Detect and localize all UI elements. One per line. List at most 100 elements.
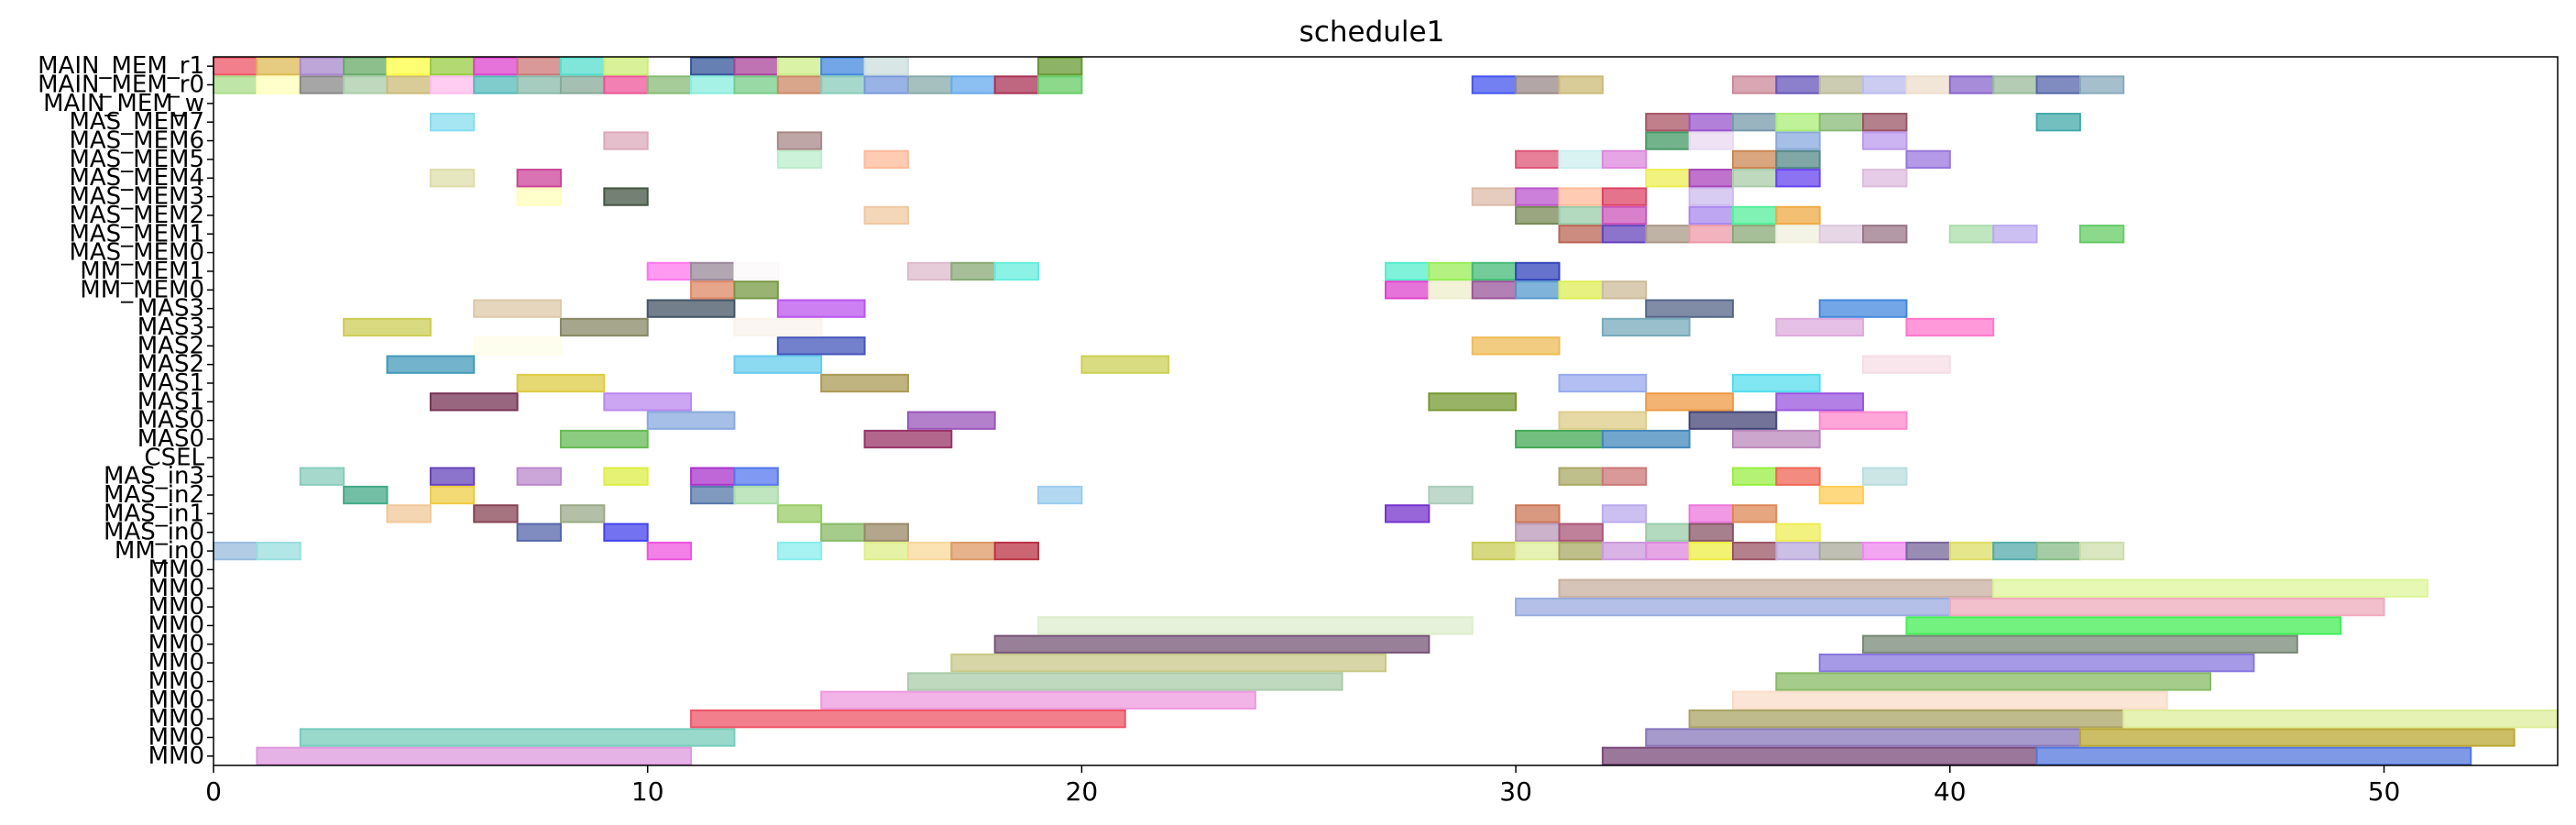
task-bar bbox=[1688, 709, 2125, 729]
task-bar bbox=[1601, 504, 1648, 523]
y-tick-label: MAS_in0 bbox=[104, 519, 204, 546]
task-bar bbox=[863, 57, 909, 76]
task-bar bbox=[1601, 225, 1648, 244]
task-bar bbox=[559, 75, 606, 94]
task-bar bbox=[1731, 467, 1778, 486]
task-bar bbox=[776, 504, 823, 523]
task-bar bbox=[1515, 75, 1561, 94]
task-bar bbox=[2122, 709, 2560, 729]
task-bar bbox=[1558, 411, 1648, 430]
y-tick-label: MAS2 bbox=[137, 351, 204, 379]
task-bar bbox=[820, 690, 1256, 710]
task-bar bbox=[776, 131, 823, 150]
task-bar bbox=[1601, 187, 1648, 206]
task-bar bbox=[776, 299, 866, 318]
task-bar bbox=[1558, 578, 1995, 598]
y-tick-label: MAS_MEM3 bbox=[69, 183, 204, 211]
task-bar bbox=[820, 57, 866, 76]
y-tick-label: MAS3 bbox=[137, 314, 204, 341]
task-bar bbox=[343, 485, 389, 505]
y-tick-label: MM0 bbox=[148, 667, 204, 695]
task-bar bbox=[1601, 746, 2038, 765]
task-bar bbox=[863, 541, 909, 561]
task-bar bbox=[1948, 75, 1995, 94]
task-bar bbox=[516, 57, 562, 76]
task-bar bbox=[733, 57, 779, 76]
y-tick-label: MAS3 bbox=[137, 295, 204, 323]
task-bar bbox=[1645, 392, 1734, 412]
task-bar bbox=[343, 57, 389, 76]
task-bar bbox=[690, 467, 736, 486]
task-bar bbox=[1558, 205, 1604, 226]
task-bar bbox=[2035, 113, 2081, 132]
y-tick-label: MAS_MEM4 bbox=[69, 164, 204, 192]
y-tick-label: MAS2 bbox=[137, 332, 204, 359]
task-bar bbox=[1731, 690, 2168, 710]
task-bars bbox=[213, 57, 2560, 765]
task-bar bbox=[1471, 261, 1518, 281]
task-bar bbox=[256, 541, 301, 561]
task-bar bbox=[820, 373, 909, 393]
y-tick-label: MAIN_MEM_r0 bbox=[38, 72, 204, 99]
task-bar bbox=[690, 485, 736, 505]
task-bar bbox=[603, 57, 649, 76]
task-bar bbox=[256, 75, 301, 94]
task-bar bbox=[1731, 541, 1778, 561]
task-bar bbox=[1601, 280, 1648, 300]
task-bar bbox=[863, 429, 953, 449]
y-tick-label: MAIN_MEM_w bbox=[43, 90, 204, 117]
y-tick-label: MAS_in3 bbox=[104, 463, 204, 490]
task-bar bbox=[1731, 225, 1778, 244]
x-tick-label: 50 bbox=[2368, 776, 2401, 807]
task-bar bbox=[950, 75, 996, 94]
task-bar bbox=[603, 522, 649, 542]
task-bar bbox=[1558, 280, 1604, 300]
y-tick-label: MAIN_MEM_r1 bbox=[38, 52, 204, 80]
task-bar bbox=[1775, 541, 1821, 561]
task-bar bbox=[386, 355, 476, 374]
task-bar bbox=[1775, 672, 2212, 691]
task-bar bbox=[1645, 131, 1691, 150]
task-bar bbox=[1775, 131, 1821, 150]
task-bar bbox=[1645, 299, 1734, 318]
task-bar bbox=[603, 131, 649, 150]
task-bar bbox=[1688, 131, 1734, 150]
y-tick-label: MM0 bbox=[148, 611, 204, 639]
task-bar bbox=[1862, 75, 1908, 94]
task-bar bbox=[1948, 597, 2385, 617]
task-bar bbox=[299, 728, 736, 747]
task-bar bbox=[473, 75, 519, 94]
task-bar bbox=[1688, 411, 1778, 430]
task-bar bbox=[646, 541, 693, 561]
task-bar bbox=[1037, 75, 1083, 94]
task-bar bbox=[1428, 280, 1474, 300]
task-bar bbox=[1471, 541, 1518, 561]
task-bar bbox=[733, 75, 779, 94]
task-bar bbox=[1818, 75, 1865, 94]
task-bar bbox=[863, 149, 909, 170]
task-bar bbox=[1862, 131, 1908, 150]
task-bar bbox=[1688, 541, 1734, 561]
task-bar bbox=[1601, 541, 1648, 561]
chart-title: schedule1 bbox=[1299, 16, 1445, 49]
task-bar bbox=[690, 280, 736, 300]
task-bar bbox=[906, 261, 953, 281]
task-bar bbox=[863, 522, 909, 542]
x-tick-label: 10 bbox=[631, 776, 664, 807]
y-tick-label: MAS_MEM5 bbox=[69, 146, 204, 173]
task-bar bbox=[863, 75, 909, 94]
task-bar bbox=[1688, 205, 1734, 226]
task-bar bbox=[776, 75, 823, 94]
task-bar bbox=[1515, 504, 1561, 523]
task-bar bbox=[1992, 541, 2038, 561]
task-bar bbox=[1515, 522, 1561, 542]
task-bar bbox=[1992, 578, 2428, 598]
task-bar bbox=[1688, 225, 1734, 244]
task-bar bbox=[1558, 522, 1604, 542]
task-bar bbox=[516, 169, 562, 188]
task-bar bbox=[343, 317, 432, 337]
task-bar bbox=[1645, 541, 1691, 561]
task-bar bbox=[1731, 504, 1778, 523]
task-bar bbox=[1688, 187, 1734, 206]
